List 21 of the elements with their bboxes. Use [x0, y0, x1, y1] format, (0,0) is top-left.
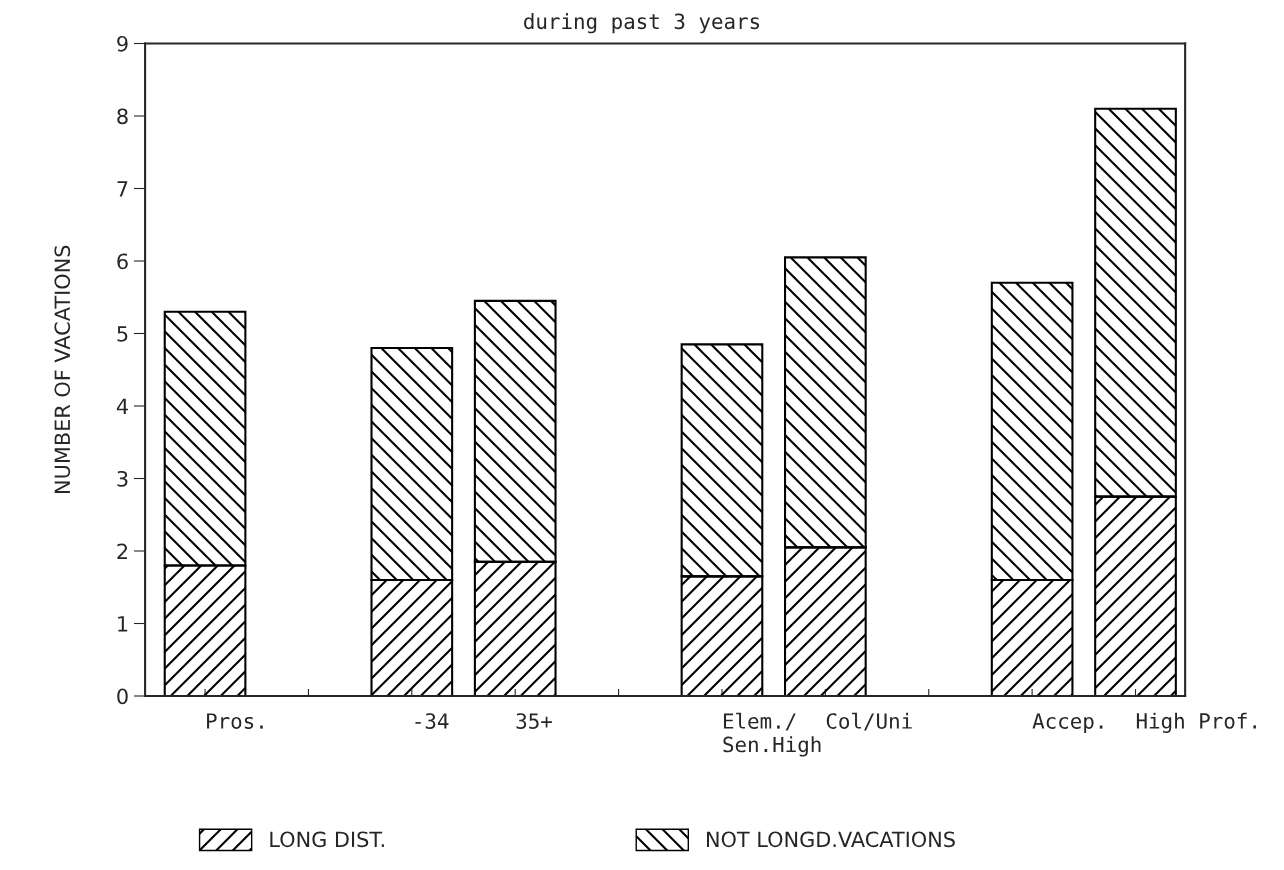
x-tick-label: Pros. — [207, 713, 263, 729]
x-tick-label: Elem./ Sen.High — [723, 712, 821, 757]
y-axis-title: NUMBER OF VACATIONS — [54, 245, 71, 493]
y-tick-label: 6 — [117, 253, 128, 270]
chart-title: during past 3 years — [524, 13, 760, 34]
x-tick-label: 35+ — [516, 713, 552, 729]
y-tick-label: 4 — [116, 398, 128, 414]
y-tick-label: 8 — [117, 108, 128, 125]
y-tick-label: 2 — [117, 543, 128, 559]
y-tick-label: 7 — [117, 181, 128, 197]
x-tick-label: Accep. — [1032, 713, 1103, 733]
x-tick-label: High Prof. — [1136, 712, 1256, 733]
y-tick-label: 1 — [118, 616, 128, 632]
y-tick-label: 0 — [117, 688, 128, 705]
legend-label: LONG DIST. — [270, 831, 384, 848]
y-tick-label: 5 — [117, 326, 128, 342]
y-tick-label: 3 — [117, 470, 128, 487]
legend-label: NOT LONGD.VACATIONS — [707, 831, 955, 848]
x-tick-label: -34 — [415, 713, 449, 729]
y-tick-label: 9 — [117, 35, 128, 52]
x-tick-label: Col/Uni — [826, 712, 912, 731]
